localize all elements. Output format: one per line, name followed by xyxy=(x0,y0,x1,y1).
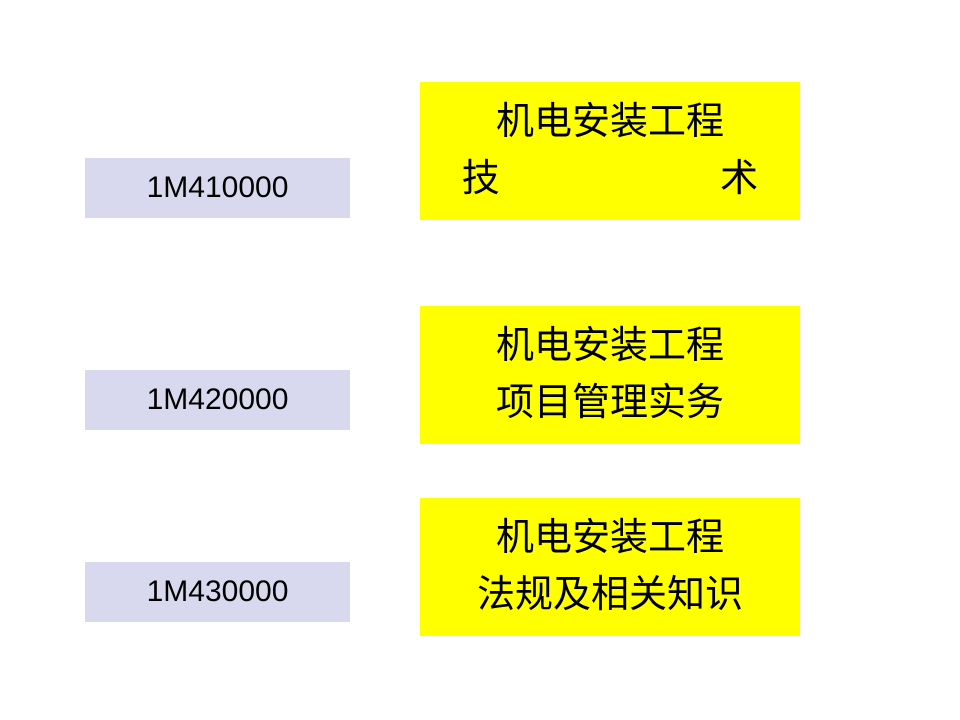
code-text-3: 1M430000 xyxy=(147,575,289,609)
code-box-1: 1M410000 xyxy=(85,158,350,218)
desc-line2-3: 法规及相关知识 xyxy=(420,567,800,624)
desc-box-2: 机电安装工程 项目管理实务 xyxy=(420,306,800,444)
desc-box-3: 机电安装工程 法规及相关知识 xyxy=(420,498,800,636)
desc-line1-2: 机电安装工程 xyxy=(420,318,800,375)
desc-line1-3: 机电安装工程 xyxy=(420,510,800,567)
desc-line2-1: 技 术 xyxy=(462,151,758,208)
code-box-2: 1M420000 xyxy=(85,370,350,430)
desc-line2-right-1: 术 xyxy=(720,151,758,208)
desc-box-1: 机电安装工程 技 术 xyxy=(420,82,800,220)
code-text-2: 1M420000 xyxy=(147,383,289,417)
desc-line2-left-1: 技 xyxy=(462,151,500,208)
desc-line2-2: 项目管理实务 xyxy=(420,375,800,432)
code-text-1: 1M410000 xyxy=(147,171,289,205)
code-box-3: 1M430000 xyxy=(85,562,350,622)
desc-line1-1: 机电安装工程 xyxy=(420,94,800,151)
